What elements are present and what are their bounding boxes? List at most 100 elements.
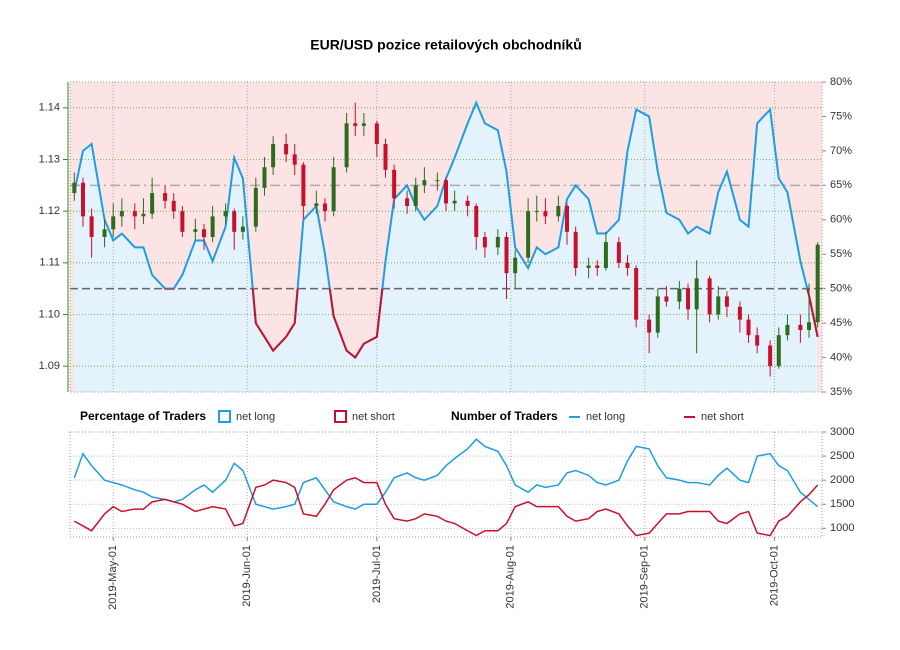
candle-body xyxy=(495,237,500,248)
candle-body xyxy=(737,306,742,320)
candle-body xyxy=(383,144,388,170)
candle-body xyxy=(80,182,85,217)
candle-body xyxy=(392,169,397,199)
x-tick-label: 2019-Sep-01 xyxy=(639,545,651,609)
candle-body xyxy=(798,324,803,330)
y-tick-label: 1.10 xyxy=(39,308,60,320)
legend-label: net short xyxy=(701,411,744,423)
candle-body xyxy=(444,180,448,204)
candle-body xyxy=(422,180,427,186)
candle-body xyxy=(301,164,306,206)
candle-body xyxy=(634,268,639,320)
candle-body xyxy=(694,278,699,310)
candle-body xyxy=(141,213,146,217)
candle-body xyxy=(180,211,185,232)
y2-tick-label: 35% xyxy=(830,386,852,398)
y-tick-label: 3000 xyxy=(830,426,854,438)
candle-body xyxy=(361,123,366,126)
candle-body xyxy=(586,265,591,268)
candle-body xyxy=(724,296,729,307)
candle-body xyxy=(595,265,600,268)
candle-body xyxy=(193,229,198,232)
y2-tick-label: 75% xyxy=(830,110,852,122)
y-tick-label: 1.11 xyxy=(39,257,60,269)
legend-swatch xyxy=(334,410,347,423)
candle-body xyxy=(119,211,124,217)
y-tick-label: 2500 xyxy=(830,450,854,462)
x-tick-label: 2019-Jul-01 xyxy=(371,545,383,603)
y2-tick-label: 50% xyxy=(830,283,852,295)
legend-label: net long xyxy=(586,411,625,423)
candle-body xyxy=(111,216,116,230)
candle-body xyxy=(271,144,276,168)
candle-body xyxy=(513,257,518,274)
candle-body xyxy=(102,229,107,237)
candle-body xyxy=(240,226,245,232)
candle-body xyxy=(132,211,137,217)
candle-body xyxy=(150,193,155,214)
x-tick-label: 2019-Aug-01 xyxy=(505,545,517,609)
candle-body xyxy=(465,200,470,206)
candle-body xyxy=(223,211,228,217)
candle-body xyxy=(262,167,267,188)
candle-body xyxy=(603,242,608,268)
candle-body xyxy=(686,288,691,310)
y2-tick-label: 60% xyxy=(830,214,852,226)
y-tick-label: 1.12 xyxy=(39,205,60,217)
chart-title: EUR/USD pozice retailových obchodníků xyxy=(310,37,582,53)
candle-body xyxy=(452,200,457,204)
candle-body xyxy=(716,296,721,315)
candle-body xyxy=(474,206,479,237)
candle-body xyxy=(353,123,358,126)
legend-title: Number of Traders xyxy=(451,409,558,423)
y2-tick-label: 45% xyxy=(830,317,852,329)
candle-body xyxy=(163,193,168,201)
candle-body xyxy=(504,237,509,274)
plot-frame xyxy=(69,81,823,393)
candle-body xyxy=(556,206,561,217)
candle-body xyxy=(72,182,77,194)
plot-frame xyxy=(69,431,823,538)
candle-body xyxy=(768,345,773,367)
candle-body xyxy=(677,288,682,302)
candle-body xyxy=(171,200,176,212)
candle-body xyxy=(755,335,760,346)
y-tick-label: 1.09 xyxy=(39,360,60,372)
candle-body xyxy=(435,180,440,182)
candle-body xyxy=(746,319,751,336)
legend-swatch xyxy=(218,410,231,423)
y2-tick-label: 40% xyxy=(830,351,852,363)
candle-body xyxy=(232,211,237,232)
candle-body xyxy=(543,211,548,217)
candle-body xyxy=(573,231,578,268)
count-line xyxy=(73,476,819,537)
candle-body xyxy=(565,206,570,232)
legend-label: net short xyxy=(352,411,395,423)
candle-body xyxy=(253,187,258,227)
long-area xyxy=(74,102,818,393)
candle-body xyxy=(815,244,820,323)
candle-body xyxy=(331,167,336,212)
candle-body xyxy=(776,335,781,367)
legend-title: Percentage of Traders xyxy=(80,409,206,423)
candle-body xyxy=(284,144,289,155)
candle-body xyxy=(625,262,630,268)
candle-body xyxy=(344,123,349,168)
candle-body xyxy=(374,123,379,144)
x-tick-label: 2019-Oct-01 xyxy=(768,545,780,606)
candle-body xyxy=(314,203,319,206)
candle-body xyxy=(413,185,418,206)
y2-tick-label: 80% xyxy=(830,76,852,88)
candle-body xyxy=(89,216,94,237)
y2-tick-label: 70% xyxy=(830,145,852,157)
candle-body xyxy=(655,296,660,333)
candle-body xyxy=(292,154,297,165)
y-tick-label: 1000 xyxy=(830,522,854,534)
candle-body xyxy=(201,229,206,237)
candle-body xyxy=(707,278,712,315)
y-tick-label: 2000 xyxy=(830,474,854,486)
legend-label: net long xyxy=(236,411,275,423)
y2-tick-label: 65% xyxy=(830,179,852,191)
count-line xyxy=(73,438,819,510)
